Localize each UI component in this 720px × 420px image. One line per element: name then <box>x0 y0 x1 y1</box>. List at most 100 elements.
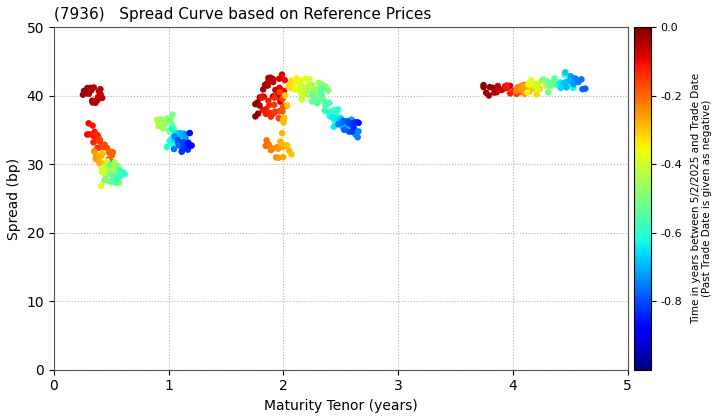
Point <box>328 114 339 121</box>
Point <box>260 106 271 113</box>
Y-axis label: Time in years between 5/2/2025 and Trade Date
(Past Trade Date is given as negat: Time in years between 5/2/2025 and Trade… <box>690 73 712 324</box>
Point <box>526 77 537 84</box>
Point <box>166 136 177 143</box>
Point <box>99 142 110 148</box>
Point <box>518 81 530 88</box>
Point <box>165 136 176 143</box>
Point <box>496 87 508 93</box>
Point <box>294 80 305 87</box>
Point <box>158 120 169 126</box>
Point <box>279 92 291 99</box>
Point <box>276 144 288 151</box>
Point <box>512 84 523 91</box>
Point <box>514 89 526 95</box>
Point <box>97 143 109 150</box>
Point <box>511 90 523 97</box>
Point <box>109 159 120 166</box>
Text: (7936)   Spread Curve based on Reference Prices: (7936) Spread Curve based on Reference P… <box>54 7 431 22</box>
Point <box>163 116 174 123</box>
Point <box>258 86 269 93</box>
Point <box>315 91 327 98</box>
Point <box>258 93 269 100</box>
Point <box>88 84 99 91</box>
Point <box>288 86 300 92</box>
Point <box>104 171 115 177</box>
Point <box>277 116 289 123</box>
Point <box>109 165 121 172</box>
Point <box>115 168 127 175</box>
Point <box>168 146 180 152</box>
Point <box>328 108 339 115</box>
Point <box>296 92 307 98</box>
Point <box>102 156 114 163</box>
Point <box>96 150 108 157</box>
Point <box>99 160 110 167</box>
Point <box>88 139 99 146</box>
Point <box>315 86 327 93</box>
Point <box>112 163 124 169</box>
Point <box>480 89 492 96</box>
Point <box>168 124 179 131</box>
Point <box>107 149 119 155</box>
Point <box>166 126 178 132</box>
Point <box>342 118 354 125</box>
Point <box>165 115 176 122</box>
Point <box>555 85 567 92</box>
Point <box>523 88 535 95</box>
Point <box>338 124 349 131</box>
Point <box>104 162 116 168</box>
Point <box>155 116 166 123</box>
Point <box>78 89 90 96</box>
Point <box>328 107 340 113</box>
Point <box>95 153 107 160</box>
Point <box>306 81 318 88</box>
Point <box>518 91 530 97</box>
Point <box>536 78 547 84</box>
Point <box>334 121 346 128</box>
Point <box>559 69 571 76</box>
Point <box>502 84 513 91</box>
Point <box>348 124 359 131</box>
Point <box>102 168 114 175</box>
Point <box>478 82 490 89</box>
Point <box>271 154 282 161</box>
Point <box>110 174 122 181</box>
Point <box>350 131 361 138</box>
Point <box>253 102 265 109</box>
Point <box>324 113 336 120</box>
Point <box>277 103 289 110</box>
Point <box>285 83 297 89</box>
Point <box>104 149 115 156</box>
Point <box>543 89 554 96</box>
Point <box>300 91 312 98</box>
Point <box>104 165 115 172</box>
Point <box>78 88 90 94</box>
Point <box>87 122 99 129</box>
Point <box>319 99 330 105</box>
Point <box>335 114 346 121</box>
Point <box>108 173 120 179</box>
Point <box>500 84 512 91</box>
Point <box>278 119 289 126</box>
Point <box>531 85 543 92</box>
Point <box>260 142 271 149</box>
Point <box>166 121 178 128</box>
Point <box>104 170 115 176</box>
Point <box>172 136 184 143</box>
Point <box>328 123 340 130</box>
Point <box>104 178 115 185</box>
Point <box>351 119 363 126</box>
Point <box>554 80 566 87</box>
Point <box>564 76 576 83</box>
Point <box>341 118 352 124</box>
Point <box>335 116 346 122</box>
Point <box>307 91 318 97</box>
Point <box>106 178 117 184</box>
Point <box>333 116 344 123</box>
Point <box>478 84 490 90</box>
Point <box>264 102 275 108</box>
Point <box>548 81 559 87</box>
Point <box>523 81 534 87</box>
Point <box>112 171 123 177</box>
Point <box>265 113 276 120</box>
